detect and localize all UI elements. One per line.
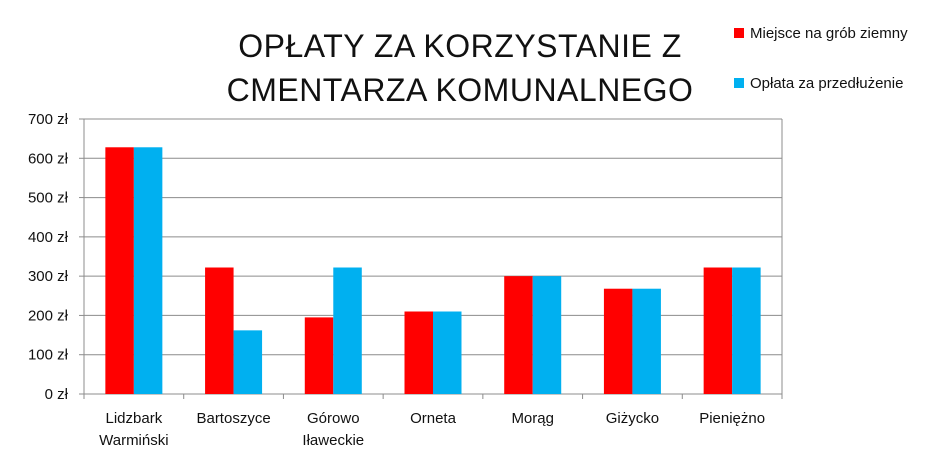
bar-series-1	[603, 288, 633, 394]
x-tick-label: Orneta	[410, 410, 457, 427]
legend-swatch-series-1	[734, 28, 744, 38]
chart-title-line-2: CMENTARZA KOMUNALNEGO	[226, 72, 694, 108]
legend-swatch-series-2	[734, 78, 744, 88]
y-tick-label: 0 zł	[45, 386, 69, 403]
bar-series-2	[133, 147, 163, 394]
x-tick-label: Pieniężno	[699, 410, 765, 427]
y-tick-label: 400 zł	[28, 229, 69, 246]
x-tick-label: Lidzbark	[106, 410, 163, 427]
chart-title-line-1: OPŁATY ZA KORZYSTANIE Z	[238, 28, 682, 64]
legend-item-series-1: Miejsce na grób ziemny	[734, 24, 908, 42]
bar-series-2	[433, 311, 462, 394]
bar-series-2	[333, 267, 362, 394]
bar-series-1	[205, 267, 234, 394]
x-tick-label: Iławeckie	[302, 432, 364, 449]
y-tick-label: 100 zł	[28, 347, 69, 364]
y-tick-label: 600 zł	[28, 150, 69, 167]
bar-series-2	[233, 330, 263, 394]
bar-series-1	[703, 267, 733, 394]
bar-series-2	[632, 288, 661, 394]
legend-item-series-2: Opłata za przedłużenie	[734, 74, 903, 92]
y-tick-label: 500 zł	[28, 190, 69, 207]
x-tick-label: Morąg	[511, 410, 554, 427]
bar-series-1	[304, 317, 334, 394]
bar-series-2	[532, 276, 562, 394]
legend-label-series-1: Miejsce na grób ziemny	[750, 24, 908, 42]
legend-label-series-2: Opłata za przedłużenie	[750, 74, 904, 92]
bar-series-1	[404, 311, 433, 394]
bar-series-1	[504, 276, 533, 394]
y-tick-label: 300 zł	[28, 268, 69, 285]
y-tick-label: 700 zł	[28, 111, 69, 128]
bar-series-1	[105, 147, 134, 394]
bar-series-2	[732, 267, 761, 394]
y-tick-label: 200 zł	[28, 307, 69, 324]
x-tick-label: Górowo	[307, 410, 360, 427]
x-tick-label: Giżycko	[606, 410, 659, 427]
x-tick-label: Warmiński	[99, 432, 168, 449]
x-tick-label: Bartoszyce	[196, 410, 270, 427]
